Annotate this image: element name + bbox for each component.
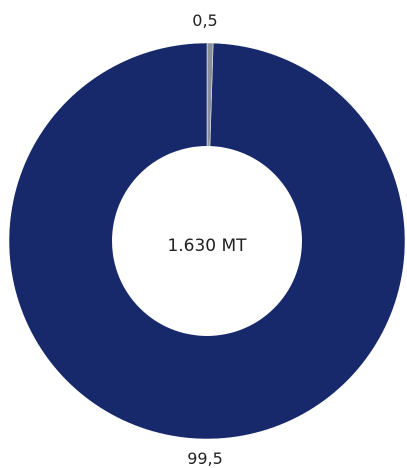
donut-hole	[112, 146, 302, 336]
slice-label-large: 99,5	[187, 449, 223, 468]
slice-label-small: 0,5	[192, 11, 217, 30]
center-total-label: 1.630 MT	[167, 236, 247, 256]
